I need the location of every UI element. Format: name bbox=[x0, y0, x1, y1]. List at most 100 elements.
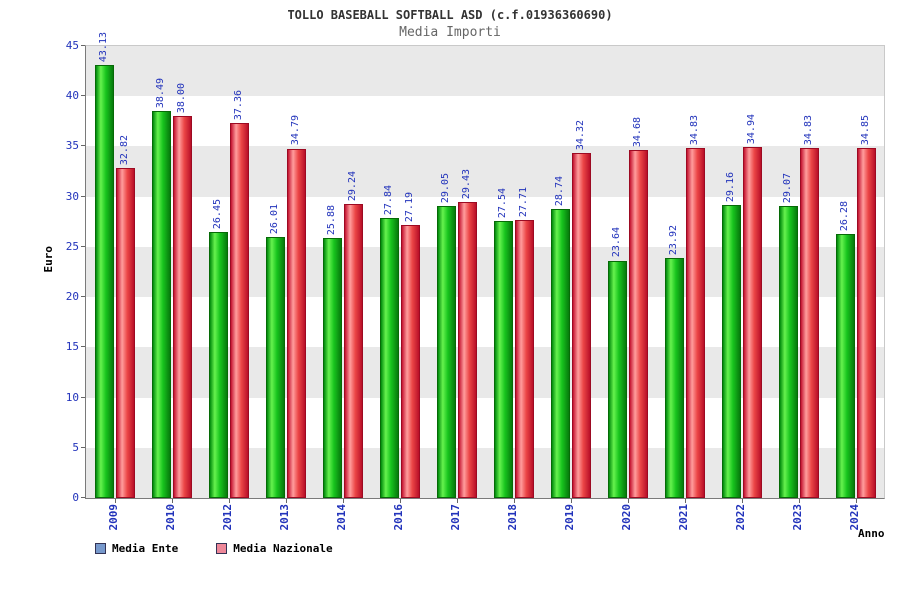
bar-value-label: 34.68 bbox=[632, 116, 643, 147]
x-tick bbox=[456, 499, 458, 503]
plot-band bbox=[86, 397, 884, 448]
x-axis-label: 2009 bbox=[106, 504, 120, 531]
bar-media-ente-2014 bbox=[322, 238, 342, 498]
x-tick bbox=[684, 499, 686, 503]
bar-value-label: 43.13 bbox=[98, 31, 109, 62]
x-tick bbox=[513, 499, 515, 503]
bar-media-nazionale-2024 bbox=[856, 147, 876, 498]
legend-marker bbox=[95, 543, 106, 554]
plot-area: 43.13 32.82 38.49 38.00 26.45 37.36 26.01 34.79… bbox=[81, 32, 885, 503]
y-axis-tick-label: 15 bbox=[65, 340, 79, 354]
x-axis-label: 2021 bbox=[676, 504, 690, 531]
x-tick bbox=[399, 499, 401, 503]
y-tick bbox=[81, 396, 85, 398]
bar-value-label: 34.83 bbox=[803, 115, 814, 146]
bar-value-label: 38.00 bbox=[176, 83, 187, 114]
x-axis-label: 2012 bbox=[220, 504, 234, 531]
bar-media-ente-2018 bbox=[493, 221, 513, 498]
plot-band bbox=[86, 96, 884, 147]
bar-media-nazionale-2010 bbox=[172, 116, 192, 498]
bar-value-label: 34.79 bbox=[290, 115, 301, 146]
bar-media-ente-2024 bbox=[835, 234, 855, 498]
bar-media-nazionale-2019 bbox=[571, 153, 591, 498]
bar-media-ente-2019 bbox=[550, 209, 570, 498]
bar-value-label: 27.71 bbox=[518, 186, 529, 217]
x-tick bbox=[855, 499, 857, 503]
plot-band bbox=[86, 347, 884, 398]
bar-value-label: 29.05 bbox=[440, 173, 451, 204]
bar-value-label: 34.32 bbox=[575, 120, 586, 151]
legend: Media Ente Media Nazionale bbox=[95, 542, 333, 555]
bar-value-label: 32.82 bbox=[119, 135, 130, 166]
x-axis: 2009 2010 2012 2013 2014 2016 2017 2018 2019 2020… bbox=[85, 501, 885, 545]
bar-media-ente-2020 bbox=[607, 260, 627, 498]
bar-value-label: 34.94 bbox=[746, 113, 757, 145]
y-tick bbox=[81, 446, 85, 448]
bar-media-ente-2023 bbox=[778, 206, 798, 498]
bar-value-label: 27.84 bbox=[383, 185, 394, 216]
bar-value-label: 29.24 bbox=[347, 171, 358, 202]
legend-item-media-ente: Media Ente bbox=[95, 542, 178, 555]
x-axis-label: 2018 bbox=[505, 504, 519, 531]
y-tick bbox=[81, 195, 85, 197]
bar-value-label: 29.43 bbox=[461, 169, 472, 200]
bar-media-nazionale-2012 bbox=[229, 122, 249, 498]
bar-media-nazionale-2020 bbox=[628, 149, 648, 498]
bar-media-ente-2009 bbox=[94, 64, 114, 498]
x-axis-label: 2019 bbox=[562, 504, 576, 531]
bar-media-nazionale-2023 bbox=[799, 148, 819, 498]
bar-value-label: 29.07 bbox=[782, 172, 793, 204]
x-tick bbox=[798, 499, 800, 503]
bar-media-ente-2012 bbox=[208, 232, 228, 498]
bar-media-ente-2016 bbox=[379, 218, 399, 498]
x-tick bbox=[342, 499, 344, 503]
y-axis-tick-label: 45 bbox=[65, 39, 79, 52]
plot-band bbox=[86, 246, 884, 298]
bar-media-nazionale-2009 bbox=[115, 168, 135, 498]
x-tick bbox=[228, 499, 230, 503]
plot-band bbox=[86, 196, 884, 247]
bar-value-label: 27.19 bbox=[404, 191, 415, 222]
legend-label: Media Nazionale bbox=[233, 542, 333, 555]
bar-value-label: 28.74 bbox=[554, 176, 565, 207]
y-axis-tick-label: 0 bbox=[72, 491, 79, 504]
bar-media-ente-2010 bbox=[151, 111, 171, 498]
x-tick bbox=[171, 499, 173, 503]
y-axis-tick-label: 10 bbox=[65, 390, 79, 404]
x-axis-label: 2020 bbox=[619, 504, 633, 531]
legend-label: Media Ente bbox=[112, 542, 179, 555]
bar-value-label: 38.49 bbox=[155, 78, 166, 109]
y-axis-tick-label: 30 bbox=[65, 189, 79, 203]
bar-value-label: 25.88 bbox=[326, 204, 337, 236]
y-tick bbox=[81, 145, 85, 147]
bar-value-label: 37.36 bbox=[233, 89, 244, 120]
bar-value-label: 34.85 bbox=[860, 114, 871, 145]
bar-media-nazionale-2014 bbox=[343, 204, 363, 498]
bar-media-ente-2013 bbox=[265, 236, 285, 498]
bar-media-nazionale-2018 bbox=[514, 219, 534, 498]
x-tick bbox=[570, 499, 572, 503]
plot-band bbox=[86, 447, 884, 498]
bar-value-label: 26.01 bbox=[269, 203, 280, 234]
x-tick bbox=[285, 499, 287, 503]
legend-marker bbox=[216, 543, 228, 554]
bar-value-label: 29.16 bbox=[725, 172, 736, 203]
bar-value-label: 34.83 bbox=[689, 115, 700, 146]
bar-media-nazionale-2013 bbox=[286, 148, 306, 498]
y-tick bbox=[81, 296, 85, 298]
bar-media-ente-2017 bbox=[436, 206, 456, 498]
x-tick bbox=[741, 499, 743, 503]
chart-title: TOLLO BASEBALL SOFTBALL ASD (c.f.0193636… bbox=[287, 8, 613, 22]
y-axis-tick-label: 5 bbox=[72, 440, 79, 454]
y-axis-tick-label: 35 bbox=[65, 139, 79, 153]
bar-value-label: 23.92 bbox=[668, 224, 679, 255]
x-axis-label: 2013 bbox=[277, 504, 291, 531]
x-tick bbox=[114, 499, 116, 503]
y-axis: 0 5 10 15 20 25 30 35 40 45 bbox=[43, 39, 79, 504]
bar-media-ente-2021 bbox=[664, 257, 684, 498]
legend-item-media-nazionale: Media Nazionale bbox=[216, 542, 333, 555]
y-tick bbox=[81, 497, 85, 498]
y-tick bbox=[81, 346, 85, 348]
chart-subtitle: Media Importi bbox=[399, 25, 501, 40]
